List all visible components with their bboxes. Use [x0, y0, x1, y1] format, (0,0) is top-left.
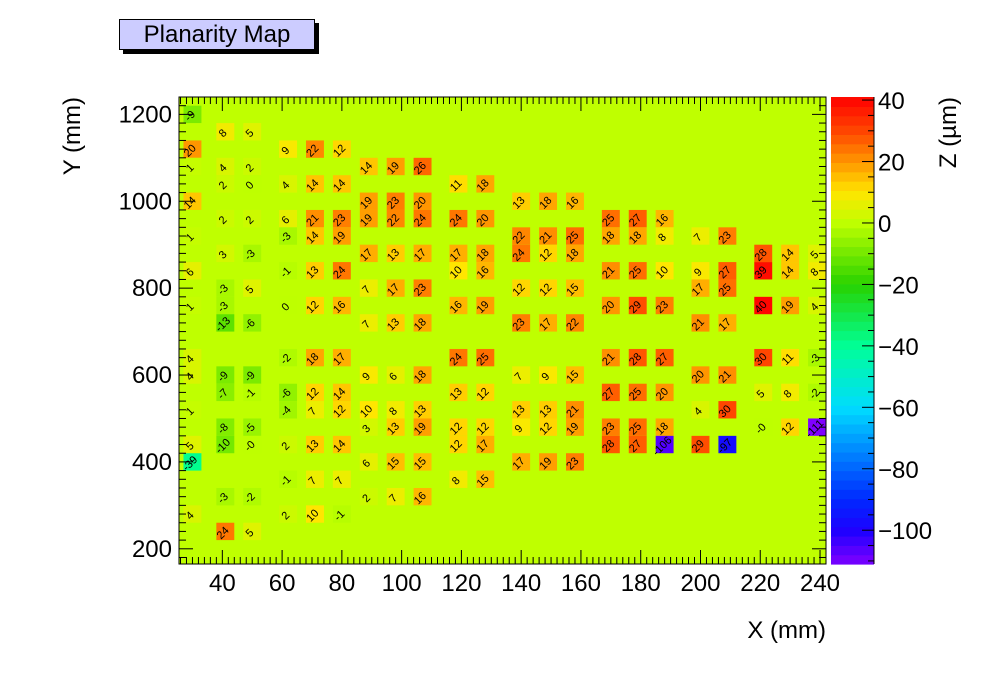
- x-tick-label: 200: [680, 570, 720, 597]
- colorbar-segment: [831, 452, 874, 462]
- colorbar-label: Z (µm): [935, 97, 962, 168]
- colorbar-segment: [831, 555, 874, 565]
- x-tick-label: 80: [329, 570, 356, 597]
- colorbar-segment: [831, 293, 874, 303]
- y-tick-label: 1200: [119, 101, 172, 128]
- colorbar-segment: [831, 499, 874, 509]
- colorbar-segment: [831, 527, 874, 537]
- colorbar-segment: [831, 461, 874, 471]
- colorbar-segment: [831, 274, 874, 284]
- colorbar-segment: [831, 162, 874, 172]
- colorbar-segment: [831, 433, 874, 443]
- colorbar-segment: [831, 312, 874, 322]
- colorbar-segment: [831, 302, 874, 312]
- y-tick-label: 1000: [119, 188, 172, 215]
- colorbar-segment: [831, 508, 874, 518]
- colorbar-segment: [831, 424, 874, 434]
- colorbar-segment: [831, 209, 874, 219]
- colorbar-segment: [831, 144, 874, 154]
- colorbar-segment: [831, 377, 874, 387]
- colorbar-segment: [831, 368, 874, 378]
- colorbar-tick-label: −40: [878, 334, 919, 361]
- colorbar-segment: [831, 190, 874, 200]
- colorbar-segment: [831, 321, 874, 331]
- colorbar-segment: [831, 331, 874, 341]
- colorbar-segment: [831, 181, 874, 191]
- y-tick-label: 200: [132, 536, 172, 563]
- colorbar-segment: [831, 545, 874, 555]
- x-tick-label: 60: [269, 570, 296, 597]
- colorbar-segment: [831, 134, 874, 144]
- colorbar-segment: [831, 405, 874, 415]
- colorbar-segment: [831, 246, 874, 256]
- colorbar-segment: [831, 349, 874, 359]
- colorbar-segment: [831, 536, 874, 546]
- colorbar-tick-label: −20: [878, 272, 919, 299]
- y-tick-label: 600: [132, 362, 172, 389]
- x-axis-label: X (mm): [747, 617, 826, 644]
- color-scale: −100 −80 −60 −40 −20 0 20 40: [831, 88, 932, 565]
- colorbar-tick-label: −80: [878, 457, 919, 484]
- colorbar-segment: [831, 106, 874, 116]
- colorbar-segment: [831, 172, 874, 182]
- colorbar-segment: [831, 471, 874, 481]
- x-tick-label: 160: [561, 570, 601, 597]
- y-tick-label: 800: [132, 275, 172, 302]
- colorbar-tick-label: 20: [878, 150, 905, 177]
- y-tick-label: 400: [132, 449, 172, 476]
- colorbar-segment: [831, 396, 874, 406]
- colorbar-segment: [831, 116, 874, 126]
- colorbar-segment: [831, 125, 874, 135]
- x-tick-label: 240: [800, 570, 840, 597]
- colorbar-segment: [831, 359, 874, 369]
- colorbar-segment: [831, 415, 874, 425]
- colorbar-segment: [831, 200, 874, 210]
- x-tick-label: 220: [740, 570, 780, 597]
- colorbar-segment: [831, 480, 874, 490]
- colorbar-segment: [831, 387, 874, 397]
- x-tick-label: 180: [621, 570, 661, 597]
- colorbar-tick-label: 0: [878, 211, 891, 238]
- colorbar-segment: [831, 340, 874, 350]
- y-axis-label: Y (mm): [59, 97, 86, 175]
- colorbar-segment: [831, 443, 874, 453]
- colorbar-segment: [831, 265, 874, 275]
- colorbar-segment: [831, 489, 874, 499]
- x-tick-label: 140: [501, 570, 541, 597]
- colorbar-segment: [831, 284, 874, 294]
- colorbar-segment: [831, 237, 874, 247]
- colorbar-tick-label: −100: [878, 518, 932, 545]
- x-tick-label: 40: [209, 570, 236, 597]
- colorbar-tick-label: 40: [878, 88, 905, 115]
- colorbar-segment: [831, 256, 874, 266]
- x-tick-label: 100: [382, 570, 422, 597]
- colorbar-segment: [831, 97, 874, 107]
- colorbar-segment: [831, 517, 874, 527]
- x-tick-label: 120: [441, 570, 481, 597]
- colorbar-tick-label: −60: [878, 395, 919, 422]
- colorbar-segment: [831, 228, 874, 238]
